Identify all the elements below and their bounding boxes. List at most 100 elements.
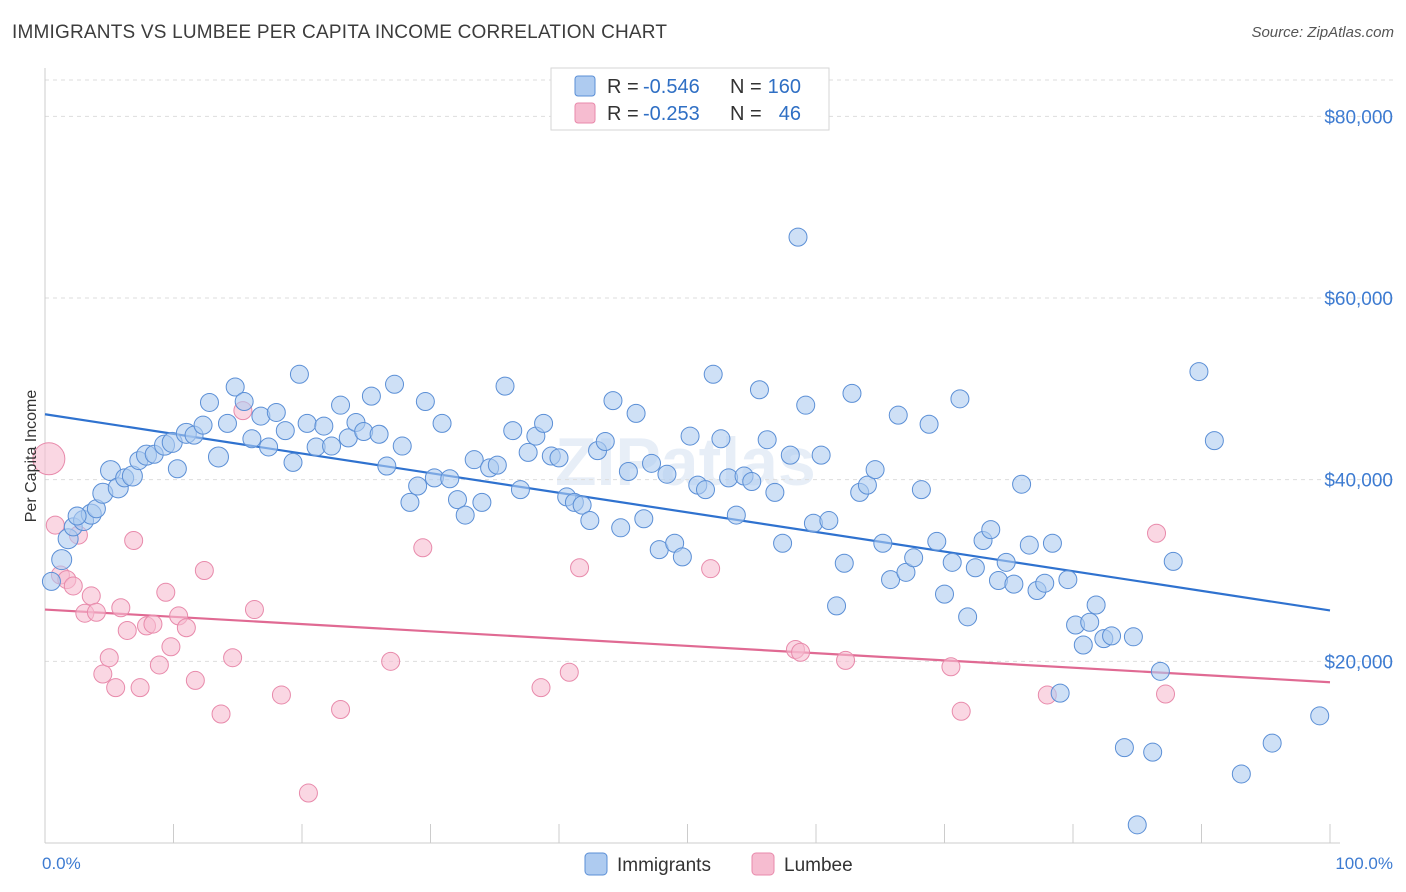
legend-swatch-lumbee xyxy=(574,102,596,124)
point-immigrants xyxy=(726,505,746,525)
x-tick-label: 100.0% xyxy=(1335,854,1393,873)
point-immigrants xyxy=(1004,574,1024,594)
point-immigrants xyxy=(1127,815,1147,835)
point-immigrants xyxy=(1204,431,1224,451)
point-immigrants xyxy=(935,584,954,604)
point-immigrants xyxy=(626,403,646,423)
point-immigrants xyxy=(1073,635,1093,655)
data-points xyxy=(32,227,1330,835)
point-immigrants xyxy=(167,459,187,479)
chart-title: IMMIGRANTS VS LUMBEE PER CAPITA INCOME C… xyxy=(12,22,668,43)
point-immigrants xyxy=(873,533,893,553)
point-immigrants xyxy=(354,422,374,442)
point-immigrants xyxy=(757,430,777,450)
point-immigrants xyxy=(408,476,428,496)
point-immigrants xyxy=(259,437,279,457)
point-lumbee xyxy=(149,655,169,675)
y-tick-label: $60,000 xyxy=(1324,289,1393,310)
point-immigrants xyxy=(657,464,677,484)
point-immigrants xyxy=(314,416,334,436)
point-immigrants xyxy=(819,511,839,531)
point-immigrants xyxy=(742,471,762,491)
point-immigrants xyxy=(1231,764,1251,784)
point-lumbee xyxy=(86,602,106,622)
point-immigrants xyxy=(803,513,823,533)
point-immigrants xyxy=(472,492,492,512)
point-immigrants xyxy=(225,377,245,397)
point-immigrants xyxy=(1019,535,1039,555)
point-immigrants xyxy=(455,505,475,525)
point-immigrants xyxy=(392,436,412,456)
point-immigrants xyxy=(549,448,569,468)
point-lumbee xyxy=(211,704,231,724)
point-immigrants xyxy=(834,553,854,573)
point-lumbee xyxy=(244,600,264,620)
point-lumbee xyxy=(117,620,137,640)
point-immigrants xyxy=(1262,733,1282,753)
point-immigrants xyxy=(695,480,715,500)
point-lumbee xyxy=(271,685,291,705)
point-immigrants xyxy=(242,429,262,449)
point-immigrants xyxy=(857,475,877,495)
point-immigrants xyxy=(377,456,397,476)
point-immigrants xyxy=(634,509,654,529)
point-immigrants xyxy=(865,460,885,480)
legend-n-value: 160 xyxy=(768,76,801,98)
point-immigrants xyxy=(749,380,769,400)
point-immigrants xyxy=(275,421,295,441)
point-immigrants xyxy=(572,495,592,515)
point-immigrants xyxy=(950,389,970,409)
x-tick-label: 0.0% xyxy=(42,854,81,873)
point-lumbee xyxy=(791,642,811,662)
point-lumbee xyxy=(156,582,176,602)
point-immigrants xyxy=(464,450,484,470)
point-immigrants xyxy=(1150,661,1170,681)
series-legend: Immigrants Lumbee xyxy=(584,852,853,876)
point-immigrants xyxy=(510,480,530,500)
point-immigrants xyxy=(503,421,523,441)
point-lumbee xyxy=(941,657,961,677)
point-lumbee xyxy=(93,664,113,684)
point-lumbee xyxy=(161,637,181,657)
point-immigrants xyxy=(1058,570,1078,590)
point-immigrants xyxy=(251,406,271,426)
point-immigrants xyxy=(361,386,381,406)
point-immigrants xyxy=(495,376,515,396)
point-immigrants xyxy=(811,445,831,465)
point-lumbee xyxy=(99,648,119,668)
point-immigrants xyxy=(888,405,908,425)
point-immigrants xyxy=(1080,612,1100,632)
point-immigrants xyxy=(41,571,61,591)
point-immigrants xyxy=(331,395,351,415)
point-lumbee xyxy=(185,670,205,690)
legend-swatch-lumbee xyxy=(751,852,775,876)
point-immigrants xyxy=(796,395,816,415)
point-lumbee xyxy=(63,576,83,596)
point-immigrants xyxy=(996,552,1016,572)
point-immigrants xyxy=(283,452,303,472)
point-immigrants xyxy=(919,414,939,434)
point-immigrants xyxy=(788,227,808,247)
point-immigrants xyxy=(1042,533,1062,553)
point-immigrants xyxy=(440,469,460,489)
point-immigrants xyxy=(297,413,317,433)
legend-r-label: R = xyxy=(607,103,639,125)
x-tick-labels: 0.0% 100.0% xyxy=(42,854,1393,873)
legend-r-value: -0.253 xyxy=(643,103,700,125)
point-immigrants xyxy=(1310,706,1330,726)
point-immigrants xyxy=(680,426,700,446)
point-immigrants xyxy=(827,596,847,616)
point-lumbee xyxy=(130,678,150,698)
point-immigrants xyxy=(603,391,623,411)
legend-n-label: N = xyxy=(730,103,762,125)
point-lumbee xyxy=(143,614,163,634)
point-immigrants xyxy=(447,490,467,510)
point-immigrants xyxy=(1012,474,1032,494)
point-lumbee xyxy=(298,783,318,803)
point-immigrants xyxy=(487,455,507,475)
point-immigrants xyxy=(881,570,901,590)
legend-n-value: 46 xyxy=(779,103,801,125)
point-immigrants xyxy=(67,506,87,526)
point-immigrants xyxy=(385,374,405,394)
point-immigrants xyxy=(289,364,309,384)
